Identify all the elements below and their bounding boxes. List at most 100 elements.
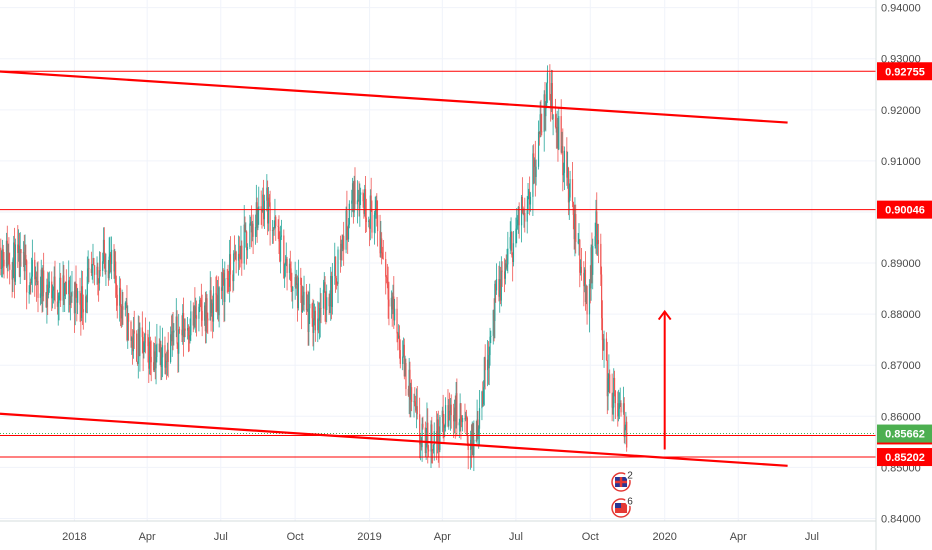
candle-body [284, 264, 286, 279]
us-flag-icon[interactable]: 6 [611, 496, 636, 518]
candle-body [274, 216, 276, 228]
candle-body [461, 420, 463, 423]
candle-body [556, 126, 558, 133]
candle-body [171, 331, 173, 342]
candle-body [154, 351, 156, 369]
candle-body [144, 333, 146, 343]
candle-body [53, 276, 55, 289]
price-badge-bg [877, 448, 932, 467]
candle-body [568, 197, 570, 203]
candle-body [546, 83, 548, 108]
candle-body [460, 403, 462, 421]
candle-body [290, 268, 292, 288]
candle-body [209, 290, 211, 321]
candle-body [580, 266, 583, 273]
candle-body [8, 253, 10, 265]
candle-body [217, 295, 219, 316]
candle-body [326, 297, 328, 311]
candle-body [343, 235, 345, 250]
y-tick-label: 0.87000 [881, 360, 921, 372]
candle-body [410, 387, 413, 402]
candle-body [184, 328, 186, 331]
candle-body [77, 290, 79, 303]
candle-body [498, 279, 500, 297]
candle-body [188, 336, 190, 340]
candle-body [478, 428, 480, 435]
candle-body [76, 287, 78, 303]
candle-body [309, 303, 311, 309]
candle-body [441, 410, 443, 417]
candle-body [292, 286, 294, 292]
candle-body [337, 249, 339, 284]
candle-body [42, 270, 44, 297]
y-tick-label: 0.91000 [881, 156, 921, 168]
candle-body [26, 260, 28, 293]
candle-body [373, 214, 375, 233]
trend-line [0, 412, 788, 467]
candle-body [529, 196, 532, 205]
candle-body [212, 293, 215, 322]
candle-body [170, 334, 173, 342]
candle-body [301, 284, 303, 313]
candle-body [442, 410, 444, 424]
candle-body [85, 296, 88, 303]
candle-body [267, 197, 270, 224]
candle-body [98, 279, 100, 284]
candle-body [148, 341, 151, 369]
candle-body [534, 160, 536, 177]
candle-body [368, 220, 370, 223]
candle-body [453, 407, 456, 422]
candle-body [105, 270, 107, 272]
candle-body [59, 277, 61, 296]
candle-body [60, 277, 62, 301]
uk-flag-icon[interactable]: 2 [611, 470, 636, 492]
candle-body [579, 239, 581, 273]
axes [0, 0, 877, 550]
event-markers[interactable]: 26 [611, 470, 636, 518]
candle-body [64, 281, 67, 284]
candle-body [82, 309, 84, 313]
candle-body [330, 275, 332, 306]
candle-body [436, 419, 439, 443]
candle-body [51, 290, 54, 299]
candle-body [432, 444, 435, 451]
candle-body [9, 264, 11, 270]
candle-body [172, 331, 174, 333]
candle-body [143, 342, 145, 353]
candle-body [620, 403, 622, 413]
candle-body [614, 390, 616, 404]
candle-body [607, 378, 609, 397]
candle-body [404, 363, 406, 377]
candle-body [289, 263, 291, 269]
candle-body [216, 293, 218, 312]
candle-body [613, 377, 615, 408]
drawings[interactable] [0, 70, 876, 467]
candle-body [379, 231, 381, 254]
candle-body [328, 297, 330, 307]
y-tick-label: 0.94000 [881, 3, 921, 15]
candle-body [583, 272, 585, 287]
candle-body [624, 427, 626, 438]
x-tick-label: 2019 [357, 531, 381, 543]
candle-body [511, 231, 513, 256]
candle-body [433, 431, 435, 445]
candle-body [311, 303, 313, 319]
candle-body [448, 410, 451, 413]
candle-body [459, 403, 461, 423]
candle-body [345, 210, 347, 250]
candle-body [533, 160, 536, 167]
candle-body [45, 292, 47, 308]
y-tick-label: 0.86000 [881, 411, 921, 423]
candle-body [320, 308, 322, 309]
candle-body [307, 309, 309, 333]
x-tick-label: Apr [730, 531, 747, 543]
candle-body [541, 131, 543, 133]
candle-body [517, 206, 519, 220]
candle-body [584, 269, 587, 303]
candle-body [487, 359, 489, 371]
candle-body [322, 289, 325, 309]
candle-body [137, 329, 139, 364]
candle-body [522, 212, 524, 214]
candle-body [62, 275, 64, 301]
